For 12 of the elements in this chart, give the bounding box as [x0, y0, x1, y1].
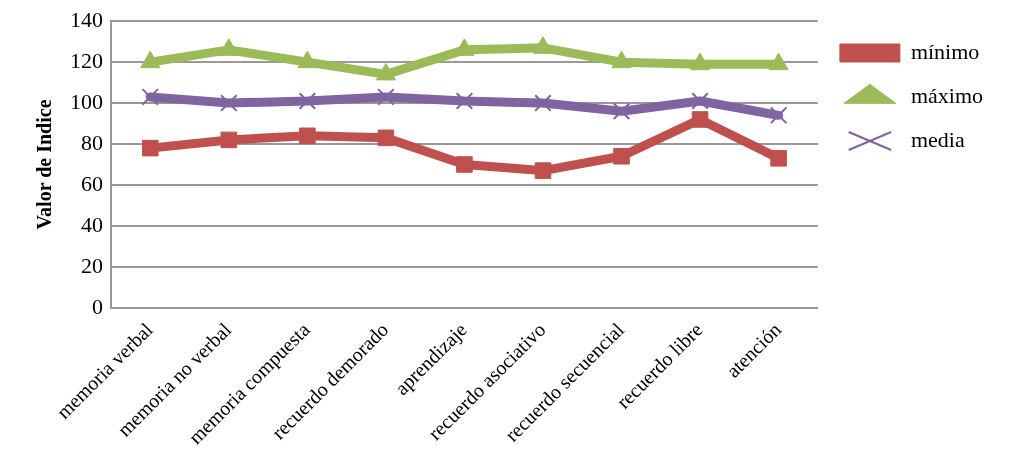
y-tick-label: 20 [81, 252, 103, 278]
y-tick-label: 40 [81, 211, 103, 237]
legend-label: media [910, 126, 965, 152]
y-axis-title: Valor de Indice [33, 99, 56, 230]
y-tick-label: 60 [81, 170, 103, 196]
legend-label: máximo [910, 82, 984, 108]
legend-label: mínimo [910, 38, 980, 64]
y-tick-label: 0 [92, 293, 103, 319]
y-tick-label: 80 [81, 129, 103, 155]
y-tick-label: 120 [70, 47, 103, 73]
y-tick-label: 140 [70, 6, 103, 32]
y-tick-label: 100 [70, 88, 103, 114]
